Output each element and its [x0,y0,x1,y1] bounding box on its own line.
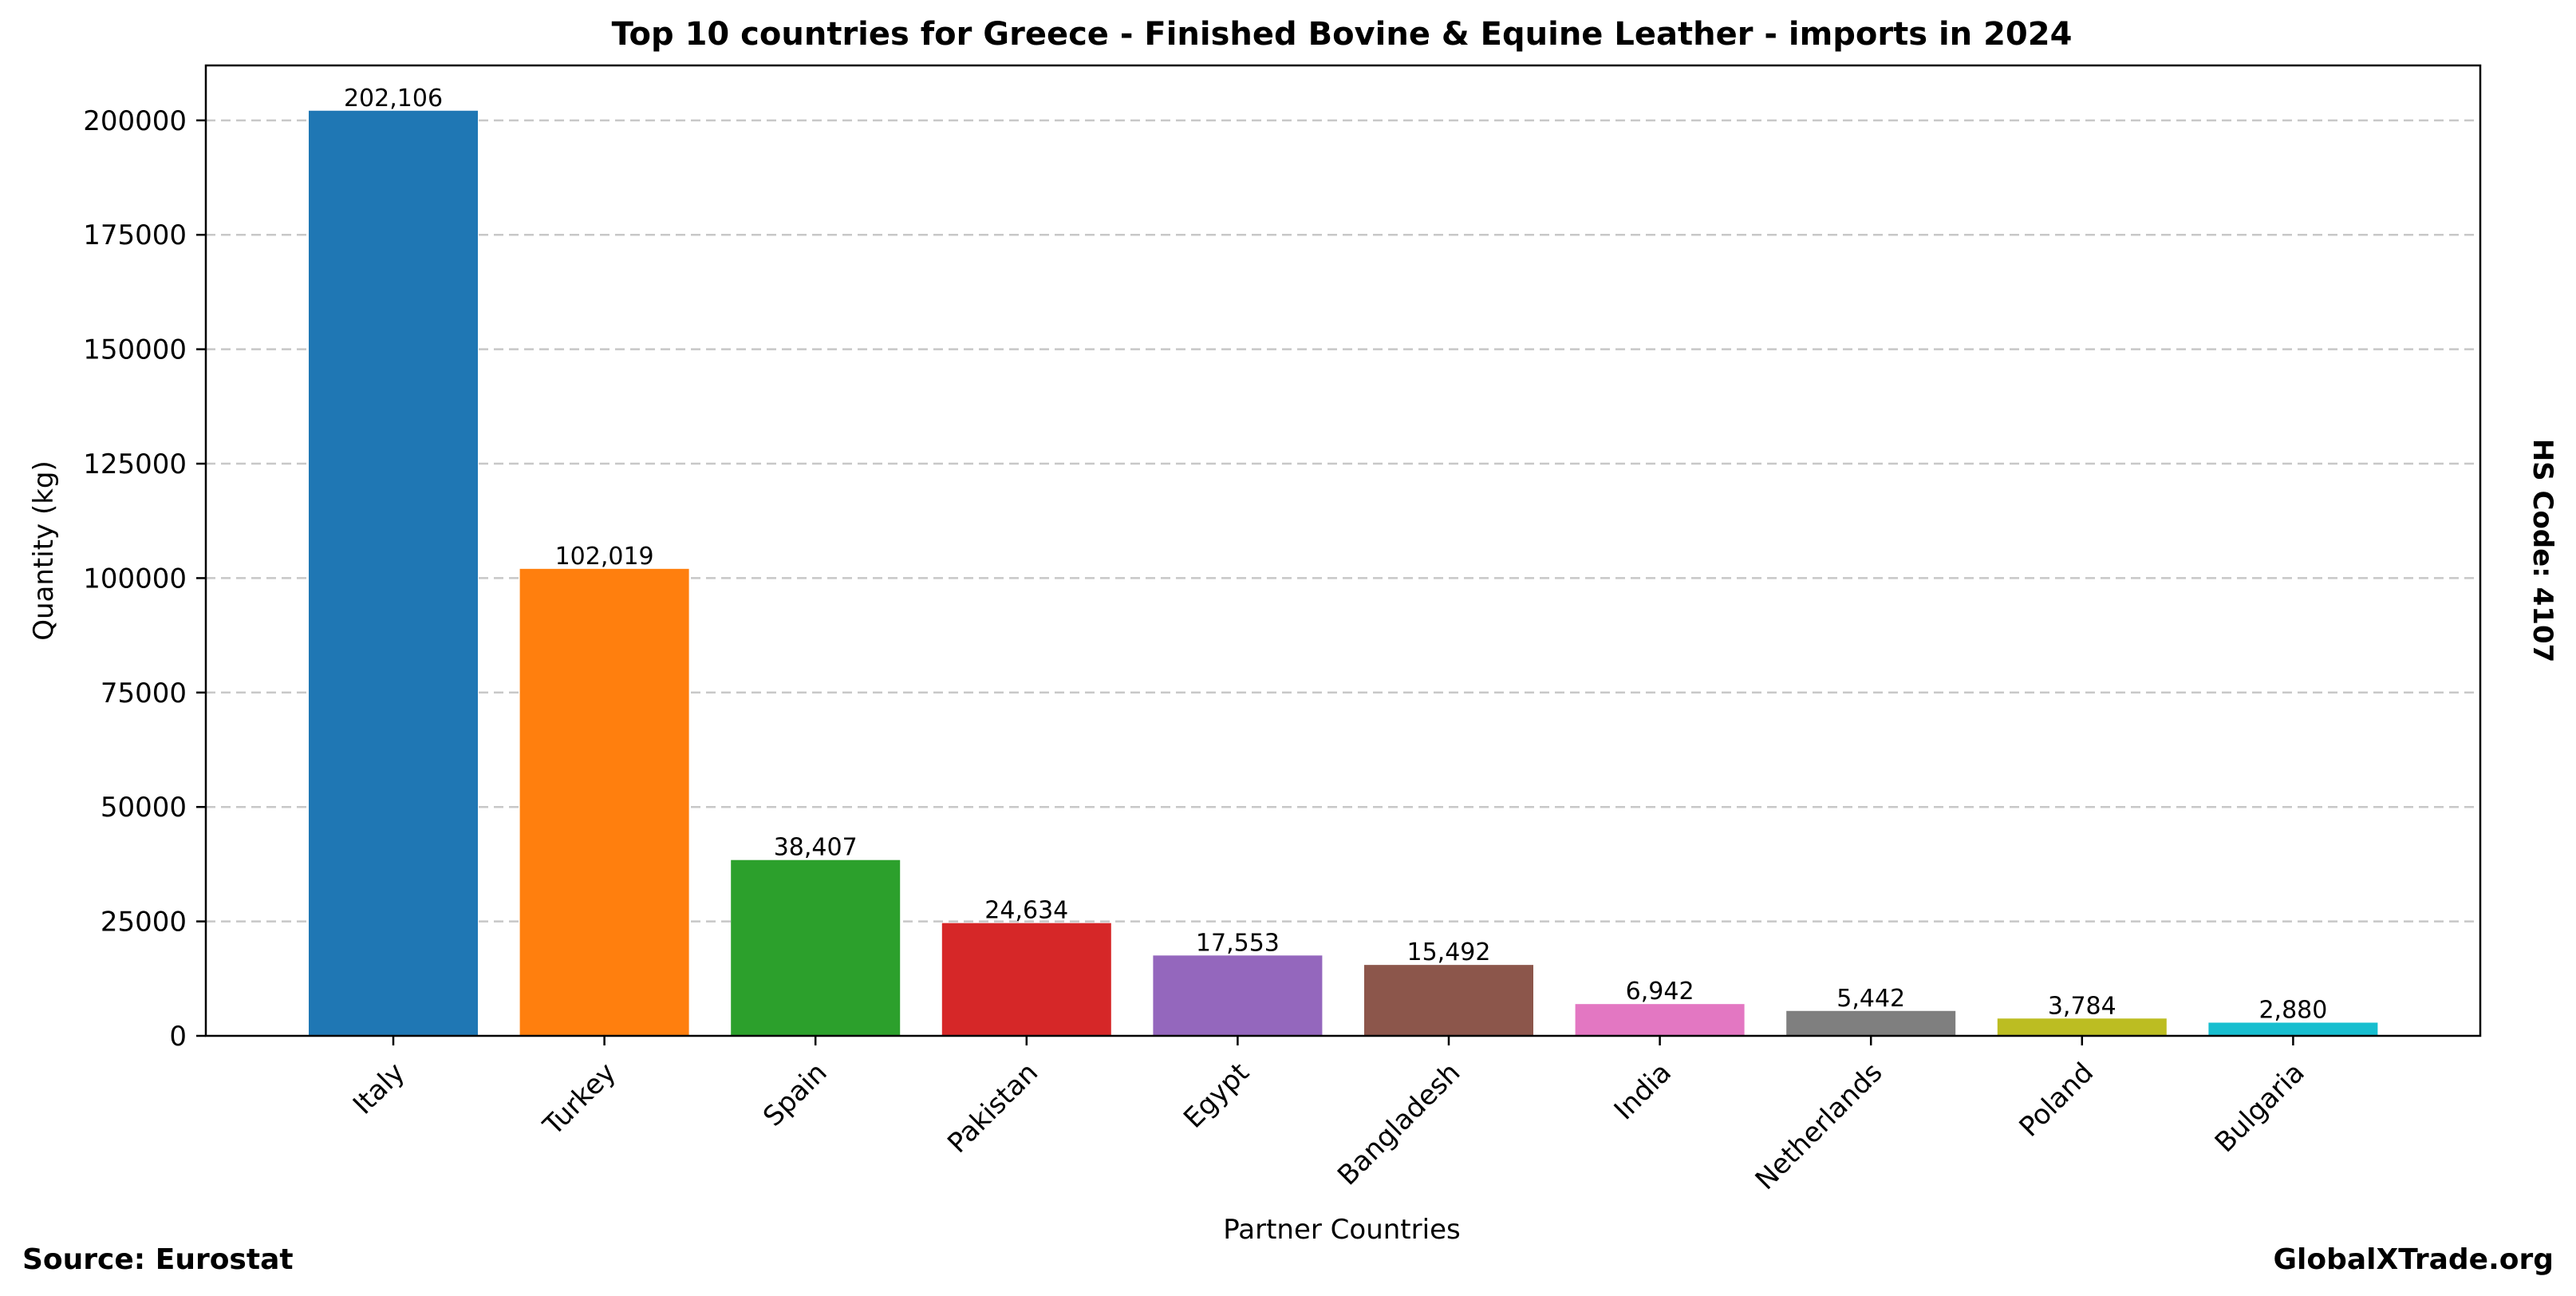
x-tick-label-italy: Italy [347,1057,411,1120]
bar-value-label-netherlands: 5,442 [1836,985,1905,1013]
bar-value-label-egypt: 17,553 [1196,929,1280,957]
bar-value-labels: 202,106 102,019 38,407 24,634 17,553 15,492 6,… [344,85,2327,1025]
y-tick-label-7: 175000 [83,219,187,251]
y-tick-label-5: 125000 [83,448,187,480]
y-tick-label-3: 75000 [101,678,187,709]
x-tick-label-bulgaria: Bulgaria [2209,1057,2311,1159]
source-credit: Source: Eurostat [22,1243,294,1276]
hs-code-note: HS Code: 4107 [2527,439,2558,663]
bar-value-label-spain: 38,407 [774,834,858,862]
bar-value-label-italy: 202,106 [344,85,443,113]
y-axis-label: Quantity (kg) [28,460,60,641]
chart-title: Top 10 countries for Greece - Finished B… [612,16,2073,53]
bar-egypt [1153,955,1323,1036]
bars [309,110,2378,1036]
y-tick-label-4: 100000 [83,563,187,595]
y-tick-label-0: 0 [169,1021,187,1053]
bar-value-label-bangladesh: 15,492 [1407,938,1491,966]
x-tick-label-bangladesh: Bangladesh [1331,1057,1466,1191]
y-axis-ticks: 0 25000 50000 75000 100000 125000 150000 175000… [83,105,206,1053]
plot-frame [204,64,2482,1037]
y-tick-label-6: 150000 [83,334,187,366]
x-tick-label-turkey: Turkey [537,1057,622,1142]
bar-value-label-india: 6,942 [1626,978,1694,1006]
y-tick-label-2: 50000 [101,792,187,824]
bar-bulgaria [2208,1022,2378,1036]
y-tick-label-1: 25000 [101,907,187,938]
x-axis-label: Partner Countries [1223,1214,1460,1246]
bar-bangladesh [1364,965,1533,1036]
bar-india [1575,1004,1745,1036]
bar-value-label-bulgaria: 2,880 [2258,996,2327,1024]
x-tick-label-netherlands: Netherlands [1750,1057,1889,1196]
x-tick-label-india: India [1608,1057,1678,1126]
bar-poland [1997,1018,2167,1036]
x-tick-label-pakistan: Pakistan [941,1057,1044,1160]
x-tick-label-spain: Spain [757,1057,833,1132]
x-tick-label-egypt: Egypt [1178,1057,1256,1135]
x-tick-label-poland: Poland [2014,1057,2101,1144]
bar-value-label-turkey: 102,019 [555,543,654,571]
x-axis-ticks: Italy Turkey Spain Pakistan Egypt Bangladesh I… [347,1036,2311,1196]
bar-spain [731,859,901,1036]
bar-pakistan [941,923,1111,1036]
bar-netherlands [1786,1010,1956,1036]
bar-italy [309,110,478,1036]
brand-credit: GlobalXTrade.org [2273,1243,2554,1276]
bar-value-label-poland: 3,784 [2048,992,2116,1020]
bar-value-label-pakistan: 24,634 [984,897,1068,925]
y-tick-label-8: 200000 [83,105,187,137]
bar-turkey [519,568,689,1036]
